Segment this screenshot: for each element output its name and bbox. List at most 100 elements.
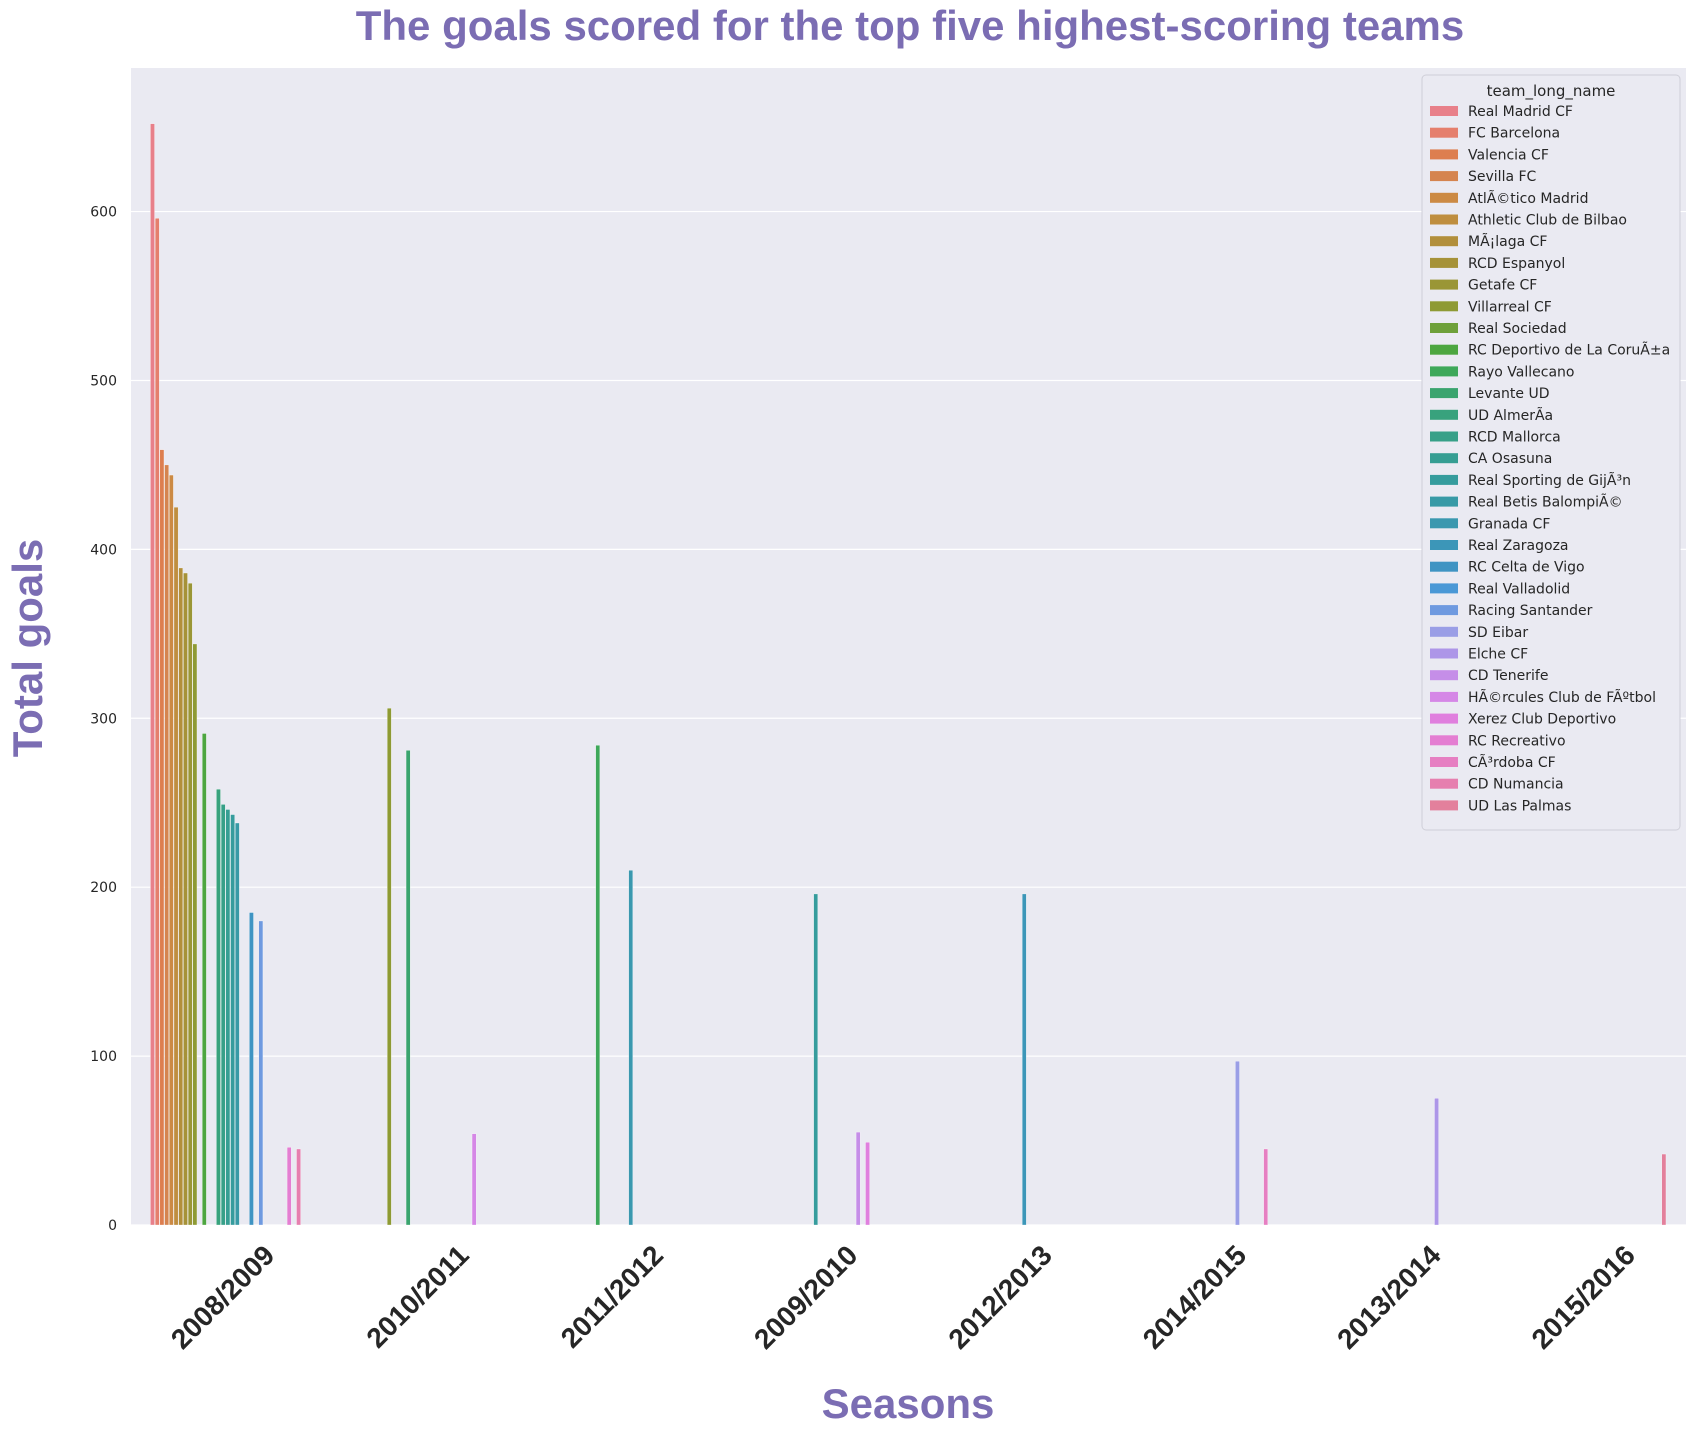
legend-entry: UD AlmerÃ­a [1468, 407, 1553, 424]
legend-swatch [1430, 214, 1458, 225]
y-tick-label: 300 [90, 711, 117, 727]
legend-swatch [1430, 388, 1458, 399]
legend-swatch [1430, 366, 1458, 377]
x-tick-label: 2010/2011 [360, 1239, 474, 1353]
chart-title: The goals scored for the top five highes… [356, 2, 1465, 49]
legend-swatch [1430, 344, 1458, 355]
legend-swatch [1430, 474, 1458, 485]
bar [173, 507, 179, 1226]
legend-swatch [1430, 323, 1458, 333]
legend-entry: Real Zaragoza [1468, 538, 1569, 554]
legend-entry: CD Tenerife [1468, 668, 1548, 684]
bar [187, 583, 193, 1226]
legend: team_long_name Real Madrid CF FC Barcelon… [1421, 74, 1681, 831]
legend-entry: Xerez Club Deportivo [1468, 712, 1616, 728]
y-tick-label: 500 [90, 373, 117, 389]
legend-entry: Valencia CF [1468, 147, 1549, 163]
legend-swatch [1430, 149, 1458, 160]
y-tick-labels: 0 100 200 300 400 500 600 [90, 205, 117, 1234]
bar [249, 912, 254, 1226]
legend-swatch [1430, 518, 1458, 529]
legend-entry: Real Betis BalompiÃ© [1468, 494, 1623, 511]
bar [595, 745, 600, 1226]
legend-swatch [1430, 735, 1458, 746]
bar [1661, 1153, 1667, 1226]
legend-swatch [1430, 192, 1458, 203]
legend-swatch [1430, 301, 1458, 312]
legend-title: team_long_name [1487, 82, 1616, 101]
legend-swatch [1430, 778, 1458, 789]
legend-entry: SD Eibar [1468, 625, 1528, 641]
bar [164, 464, 169, 1226]
x-tick-label: 2012/2013 [942, 1239, 1058, 1355]
bar [169, 474, 174, 1226]
legend-entry: Sevilla FC [1468, 169, 1537, 185]
legend-swatch [1430, 583, 1458, 594]
legend-entry: Getafe CF [1468, 278, 1537, 294]
legend-entry: MÃ¡laga CF [1468, 233, 1547, 250]
y-tick-label: 600 [90, 205, 117, 221]
x-tick-labels: 2008/2009 2010/2011 2011/2012 2009/2010 2012… [165, 1239, 1641, 1355]
legend-swatch [1430, 626, 1458, 637]
legend-entry: FC Barcelona [1468, 126, 1560, 142]
legend-entry: Real Sporting de GijÃ³n [1468, 472, 1631, 489]
legend-entry: Racing Santander [1468, 603, 1593, 619]
legend-box [1421, 74, 1681, 831]
bar [813, 893, 818, 1226]
bar [150, 123, 155, 1226]
bar [1235, 1061, 1240, 1226]
legend-entry: Real Sociedad [1468, 321, 1567, 337]
legend-entry: RC Recreativo [1468, 733, 1566, 749]
legend-swatch [1430, 171, 1458, 182]
legend-entry: Rayo Vallecano [1468, 364, 1574, 380]
legend-swatch [1430, 540, 1458, 550]
bar [216, 789, 221, 1226]
legend-swatch [1430, 605, 1458, 616]
legend-entry: RCD Mallorca [1468, 430, 1561, 446]
legend-entry: RCD Espanyol [1468, 256, 1565, 272]
bar [628, 870, 633, 1226]
legend-swatch [1430, 257, 1458, 268]
bar [235, 822, 240, 1226]
x-axis-label: Seasons [822, 1380, 995, 1427]
x-tick-label: 2013/2014 [1331, 1239, 1447, 1355]
legend-entry: CD Numancia [1468, 777, 1564, 793]
legend-entry: CÃ³rdoba CF [1468, 754, 1556, 771]
bar [159, 449, 165, 1226]
bar [855, 1131, 861, 1226]
bar [286, 1147, 292, 1226]
legend-swatch [1430, 453, 1458, 464]
legend-entry: CA Osasuna [1468, 451, 1552, 467]
bars [150, 123, 1667, 1226]
legend-entry: Granada CF [1468, 516, 1550, 532]
bar [296, 1148, 301, 1226]
legend-swatch [1430, 757, 1458, 767]
legend-entry: Villarreal CF [1468, 299, 1552, 315]
bar [258, 920, 264, 1226]
legend-entry: RC Celta de Vigo [1468, 560, 1585, 576]
legend-swatch [1430, 648, 1458, 659]
x-tick-label: 2009/2010 [748, 1239, 864, 1355]
bar [183, 572, 188, 1226]
bar [1022, 893, 1027, 1226]
x-tick-label: 2011/2012 [555, 1239, 669, 1353]
bar [225, 809, 231, 1226]
legend-swatch [1430, 279, 1458, 290]
legend-swatch [1430, 561, 1458, 572]
x-tick-label: 2008/2009 [165, 1239, 281, 1355]
x-tick-label: 2014/2015 [1137, 1239, 1253, 1355]
y-tick-label: 400 [90, 542, 117, 558]
bar [387, 708, 392, 1226]
legend-swatch [1430, 496, 1458, 507]
legend-entry: Levante UD [1468, 386, 1549, 402]
bar [405, 750, 411, 1226]
legend-swatch [1430, 431, 1458, 442]
legend-swatch [1430, 713, 1458, 724]
bar [192, 643, 198, 1226]
legend-entry: Elche CF [1468, 647, 1528, 663]
bar [178, 567, 183, 1226]
bar [1434, 1098, 1439, 1226]
legend-swatch [1430, 691, 1458, 702]
y-tick-label: 100 [90, 1049, 117, 1065]
